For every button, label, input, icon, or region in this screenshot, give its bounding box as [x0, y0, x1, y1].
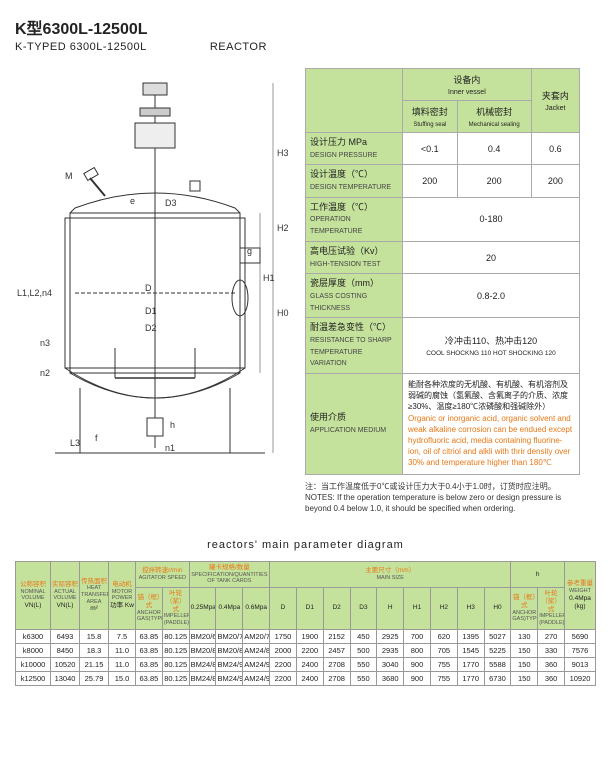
title-cn: K型6300L-12500L — [15, 15, 596, 39]
reactor-label: REACTOR — [210, 41, 267, 53]
lbl-d2: D2 — [145, 323, 157, 333]
lbl-h0: H0 — [277, 308, 289, 318]
spec-table: 设备内 Inner vessel 夹套内 Jacket 填料密封 Stuffing s… — [305, 68, 580, 475]
lbl-h1: H1 — [263, 273, 275, 283]
lbl-g: g — [247, 246, 252, 256]
med-lbl: 使用介质 — [310, 412, 346, 422]
reactor-diagram: M e D3 g D D1 D2 f h n1 n2 n3 L1,L2,n4 L… — [15, 68, 295, 468]
c-stuff-en: Stuffing seal — [413, 122, 446, 128]
lbl-n3: n3 — [40, 338, 50, 348]
note-cn: 注：当工作温度低于0℃或设计压力大于0.4小于1.0时，订货时应注明。 — [305, 482, 556, 491]
med-lbl-en: APPLICATION MEDIUM — [310, 427, 386, 434]
med-en: Organic or inorganic acid, organic solve… — [408, 414, 572, 468]
lbl-f: f — [95, 433, 98, 443]
note-en: NOTES: If the operation temperature is b… — [305, 493, 561, 513]
c-mech: 机械密封 — [476, 107, 512, 117]
title-en: K-TYPED 6300L-12500L — [15, 41, 146, 53]
subtitle: K-TYPED 6300L-12500L REACTOR — [15, 41, 596, 53]
lbl-n2: n2 — [40, 368, 50, 378]
spec-panel: 设备内 Inner vessel 夹套内 Jacket 填料密封 Stuffing s… — [305, 68, 580, 514]
lbl-h2: H2 — [277, 223, 289, 233]
lbl-h: h — [170, 420, 175, 430]
lbl-m: M — [65, 171, 73, 181]
c-mech-en: Mechanical sealing — [469, 122, 520, 128]
lbl-l3: L3 — [70, 438, 80, 448]
h-jacket-en: Jacket — [545, 105, 565, 112]
med-cn: 能耐各种浓度的无机酸、有机酸、有机溶剂及弱碱的腐蚀（氢氟酸、含氟离子的介质、浓度… — [408, 380, 568, 411]
h-jacket: 夹套内 — [542, 91, 569, 101]
notes: 注：当工作温度低于0℃或设计压力大于0.4小于1.0时，订货时应注明。 NOTE… — [305, 481, 580, 515]
h-inner-en: Inner vessel — [448, 89, 486, 96]
lbl-l1l2: L1,L2,n4 — [17, 288, 52, 298]
param-subheader: reactors' main parameter diagram — [15, 539, 596, 551]
h-inner: 设备内 — [453, 75, 480, 85]
table-row: k100001052021.1511.063.8580.125BM24/84BM… — [16, 657, 596, 671]
lbl-d1: D1 — [145, 306, 157, 316]
c-stuff: 填料密封 — [412, 107, 448, 117]
lbl-d3: D3 — [165, 198, 177, 208]
lbl-d: D — [145, 283, 152, 293]
table-row: k6300649315.87.563.8580.125BM20/68BM20/7… — [16, 629, 596, 643]
lbl-n1: n1 — [165, 443, 175, 453]
param-table: 公称容积NOMINAL VOLUMEVN(L) 实际容积ACTUAL VOLUM… — [15, 561, 596, 686]
table-row: k8000845018.311.063.8580.125BM20/80BM20/… — [16, 643, 596, 657]
table-row: k125001304025.7915.063.8580.125BM24/84BM… — [16, 671, 596, 685]
lbl-h3: H3 — [277, 148, 289, 158]
lbl-e: e — [130, 196, 135, 206]
